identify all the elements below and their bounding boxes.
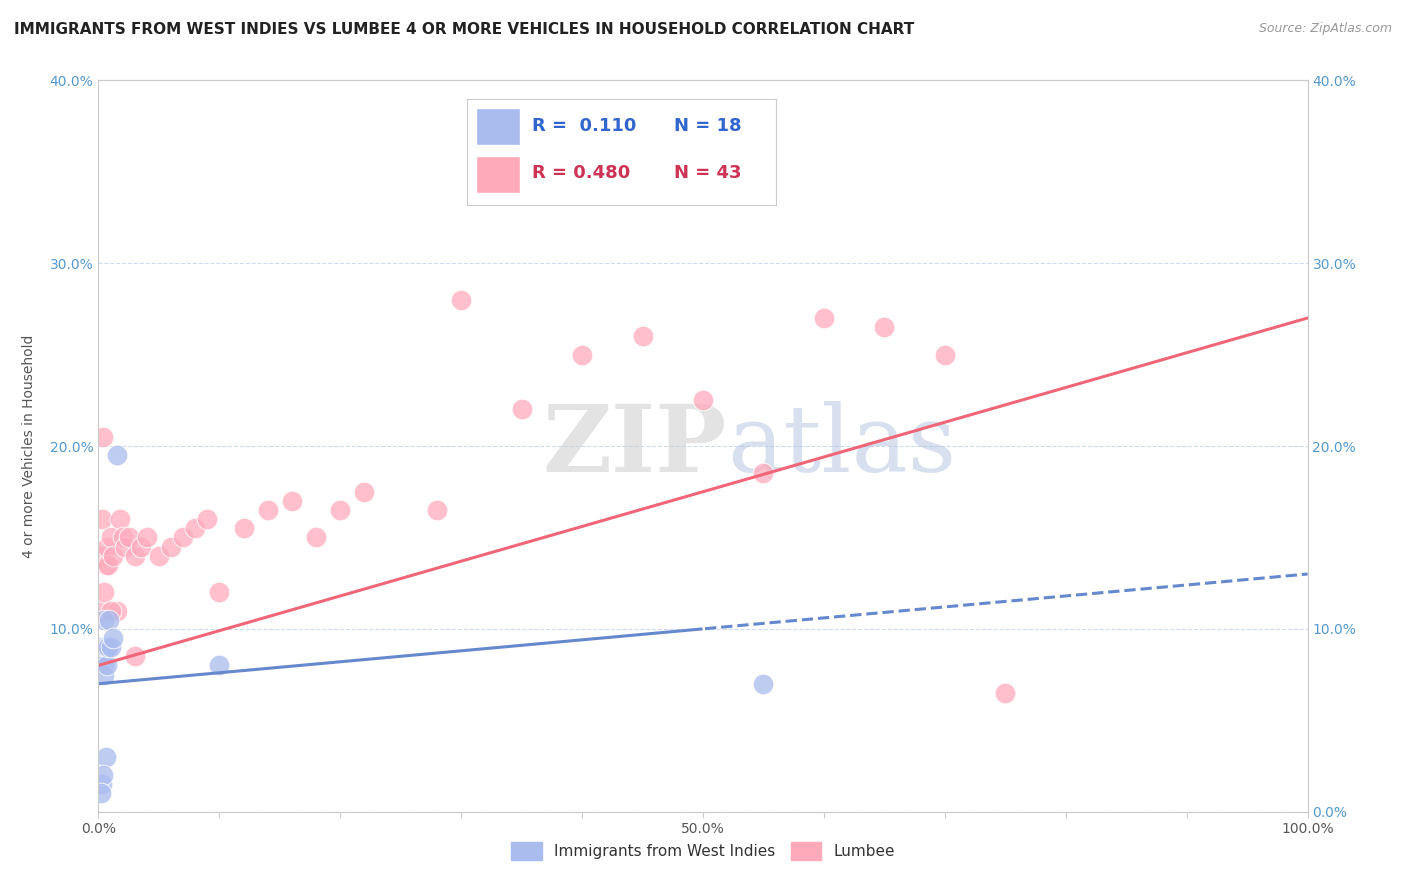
Point	[91, 603, 114, 617]
Point	[148, 549, 170, 563]
Point	[90, 549, 112, 563]
Point	[100, 530, 122, 544]
Point	[124, 549, 146, 563]
Point	[450, 293, 472, 307]
Point	[94, 558, 117, 572]
Point	[100, 603, 122, 617]
Point	[97, 640, 120, 655]
Point	[752, 676, 775, 690]
Text: IMMIGRANTS FROM WEST INDIES VS LUMBEE 4 OR MORE VEHICLES IN HOUSEHOLD CORRELATIO: IMMIGRANTS FROM WEST INDIES VS LUMBEE 4 …	[14, 22, 914, 37]
Point	[93, 658, 115, 673]
Point	[195, 512, 218, 526]
Point	[111, 530, 134, 544]
Point	[934, 347, 956, 362]
Point	[105, 448, 128, 462]
Point	[98, 613, 121, 627]
Point	[631, 329, 654, 343]
Point	[172, 530, 194, 544]
Point	[91, 649, 114, 664]
Point	[118, 530, 141, 544]
Point	[108, 512, 131, 526]
Point	[90, 787, 112, 801]
Point	[232, 521, 254, 535]
Point	[160, 540, 183, 554]
Point	[510, 402, 533, 417]
Point	[129, 540, 152, 554]
Point	[994, 686, 1017, 700]
Point	[571, 347, 593, 362]
Point	[96, 658, 118, 673]
Point	[692, 393, 714, 408]
Point	[94, 749, 117, 764]
Point	[114, 540, 136, 554]
Point	[426, 503, 449, 517]
Point	[93, 585, 115, 599]
Point	[813, 311, 835, 326]
Point	[256, 503, 278, 517]
Point	[752, 467, 775, 481]
Point	[91, 430, 114, 444]
Point	[100, 640, 122, 655]
Point	[91, 512, 114, 526]
Point	[135, 530, 157, 544]
Point	[93, 667, 115, 681]
Point	[91, 768, 114, 782]
Point	[96, 540, 118, 554]
Text: Source: ZipAtlas.com: Source: ZipAtlas.com	[1258, 22, 1392, 36]
Legend: Immigrants from West Indies, Lumbee: Immigrants from West Indies, Lumbee	[505, 837, 901, 866]
Point	[281, 494, 304, 508]
Text: ZIP: ZIP	[543, 401, 727, 491]
Point	[91, 777, 114, 791]
Point	[105, 603, 128, 617]
Point	[94, 640, 117, 655]
Y-axis label: 4 or more Vehicles in Household: 4 or more Vehicles in Household	[22, 334, 35, 558]
Point	[329, 503, 352, 517]
Point	[208, 585, 231, 599]
Point	[101, 549, 124, 563]
Point	[124, 649, 146, 664]
Point	[208, 658, 231, 673]
Point	[97, 558, 120, 572]
Point	[101, 631, 124, 645]
Text: atlas: atlas	[727, 401, 956, 491]
Point	[93, 613, 115, 627]
Point	[184, 521, 207, 535]
Point	[873, 320, 896, 334]
Point	[353, 484, 375, 499]
Point	[305, 530, 328, 544]
Point	[91, 640, 114, 655]
